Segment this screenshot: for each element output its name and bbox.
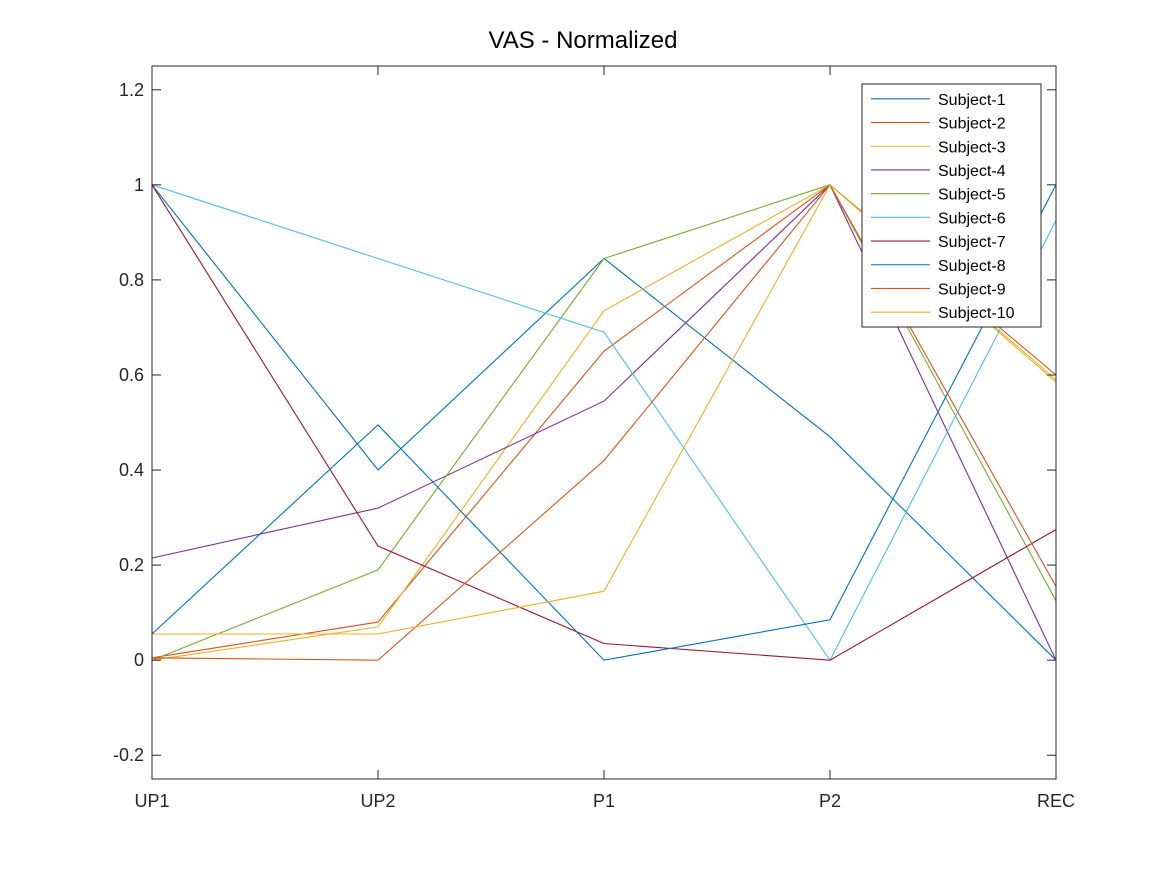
legend-label-subject-4: Subject-4	[938, 163, 1006, 180]
legend-label-subject-7: Subject-7	[938, 234, 1006, 251]
legend: Subject-1 Subject-2 Subject-3 Subject-4 Subj…	[861, 83, 1042, 328]
legend-box	[861, 83, 1042, 328]
legend-label-subject-9: Subject-9	[938, 281, 1006, 298]
x-tick-label: P2	[819, 791, 841, 811]
x-tick-label: UP2	[360, 791, 395, 811]
y-tick-label: 1.2	[119, 80, 144, 100]
y-tick-label: 1	[134, 175, 144, 195]
series-line-subject-6	[151, 184, 1057, 662]
series-line-subject-7	[151, 184, 1057, 661]
legend-label-subject-3: Subject-3	[938, 139, 1006, 156]
legend-label-subject-5: Subject-5	[938, 187, 1006, 204]
legend-label-subject-1: Subject-1	[938, 92, 1006, 109]
y-tick-label: 0.2	[119, 555, 144, 575]
chart-title: VAS - Normalized	[489, 27, 678, 54]
legend-label-subject-2: Subject-2	[938, 116, 1006, 133]
x-tick-label: P1	[593, 791, 615, 811]
x-tick-label: REC	[1037, 791, 1075, 811]
x-tick-label: UP1	[134, 791, 169, 811]
y-tick-label: 0	[134, 650, 144, 670]
series-line-subject-8	[151, 184, 1057, 661]
axes-layer: -0.2 0 0.2 0.4 0.6 0.8 1 1.2 UP1 UP2 P1 P2 REC	[113, 65, 1075, 811]
legend-label-subject-6: Subject-6	[938, 210, 1006, 227]
series-layer	[151, 183, 1057, 662]
legend-label-subject-8: Subject-8	[938, 258, 1006, 275]
legend-label-subject-10: Subject-10	[938, 305, 1015, 322]
series-line-subject-4	[151, 183, 1057, 661]
y-tick-label: 0.8	[119, 270, 144, 290]
y-tick-label: 0.6	[119, 365, 144, 385]
y-tick-label: 0.4	[119, 460, 144, 480]
y-tick-label: -0.2	[113, 745, 144, 765]
